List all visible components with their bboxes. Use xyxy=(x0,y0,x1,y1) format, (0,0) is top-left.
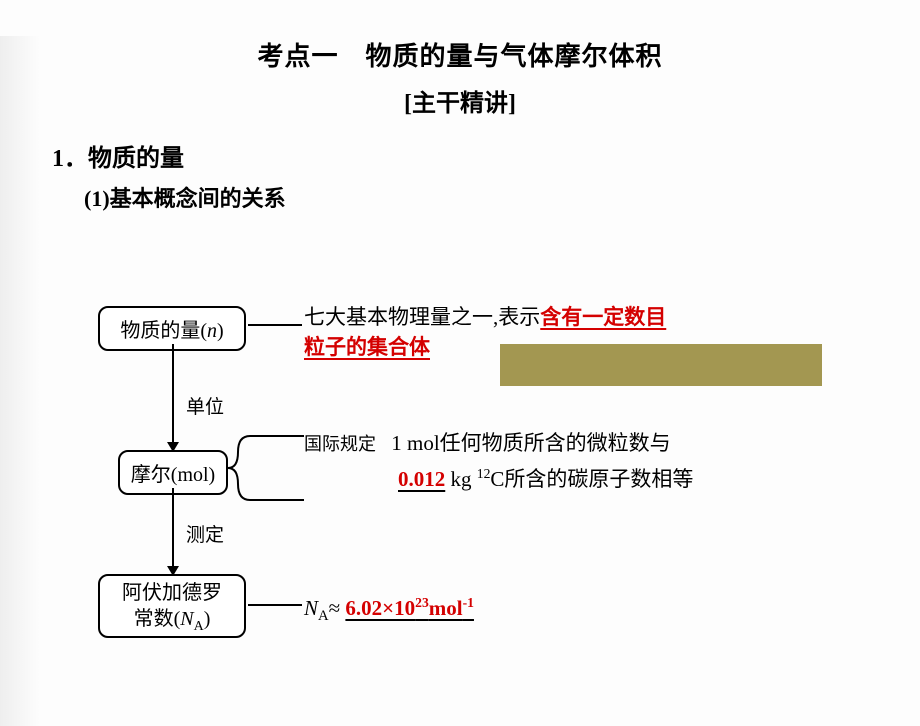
hline-3 xyxy=(248,604,302,606)
node1-post: ) xyxy=(217,320,224,342)
hline-1 xyxy=(248,324,302,326)
node3-var: N xyxy=(180,608,193,630)
node-avogadro: 阿伏加德罗 常数(NA) xyxy=(98,574,246,638)
r2-num: 0.012 xyxy=(398,467,445,491)
r3-sup2: -1 xyxy=(463,595,474,610)
edge-label-measure: 测定 xyxy=(186,520,224,547)
arrowhead-2 xyxy=(167,566,179,576)
r3-sup1: 23 xyxy=(415,595,429,610)
r3-unit: mol xyxy=(429,596,463,620)
desc-amount-of-substance: 七大基本物理量之一,表示含有一定数目 粒子的集合体 xyxy=(304,302,844,362)
r2-line1: 1 mol任何物质所含的微粒数与 xyxy=(391,431,670,455)
r1-black: 七大基本物理量之一,表示 xyxy=(304,305,540,329)
desc-mole: 国际规定 1 mol任何物质所含的微粒数与 0.012 kg 12C所含的碳原子… xyxy=(304,428,824,494)
connector-2 xyxy=(172,488,174,574)
connector-1 xyxy=(172,344,174,450)
edge-label-unit: 单位 xyxy=(186,392,224,419)
r3-var: N xyxy=(304,596,318,620)
bracket-node2 xyxy=(228,428,304,508)
r3-value: 6.02×1023mol-1 xyxy=(345,596,474,620)
section-heading-1: 1．物质的量 xyxy=(52,138,920,173)
node3-pre: 常数( xyxy=(134,608,181,630)
r2-top: 国际规定 xyxy=(304,434,376,454)
r2-sup: 12 xyxy=(477,466,491,481)
r1-red-b: 粒子的集合体 xyxy=(304,335,430,359)
r3-sub: A xyxy=(318,608,329,624)
left-shadow xyxy=(0,36,40,726)
slide-title: 考点一 物质的量与气体摩尔体积 xyxy=(0,36,920,73)
slide-subtitle: [主干精讲] xyxy=(0,83,920,118)
node1-pre: 物质的量( xyxy=(120,320,207,342)
section-heading-2: (1)基本概念间的关系 xyxy=(84,181,920,213)
r3-approx: ≈ xyxy=(329,596,341,620)
r2-c: C所含的碳原子数相等 xyxy=(490,467,693,491)
node3-sub: A xyxy=(194,619,204,634)
r1-red-a: 含有一定数目 xyxy=(540,305,666,329)
node3-post: ) xyxy=(204,608,211,630)
r2-unit-pre: kg xyxy=(445,467,477,491)
node3-line2: 常数(NA) xyxy=(110,606,234,640)
r3-main: 6.02×10 xyxy=(345,596,415,620)
arrowhead-1 xyxy=(167,442,179,452)
node1-var: n xyxy=(207,320,217,342)
concept-diagram: 物质的量(n) 摩尔(mol) 阿伏加德罗 常数(NA) 单位 测定 七大基本物… xyxy=(98,292,838,672)
node3-line1: 阿伏加德罗 xyxy=(110,580,234,606)
desc-avogadro: NA≈ 6.02×1023mol-1 xyxy=(304,588,824,631)
